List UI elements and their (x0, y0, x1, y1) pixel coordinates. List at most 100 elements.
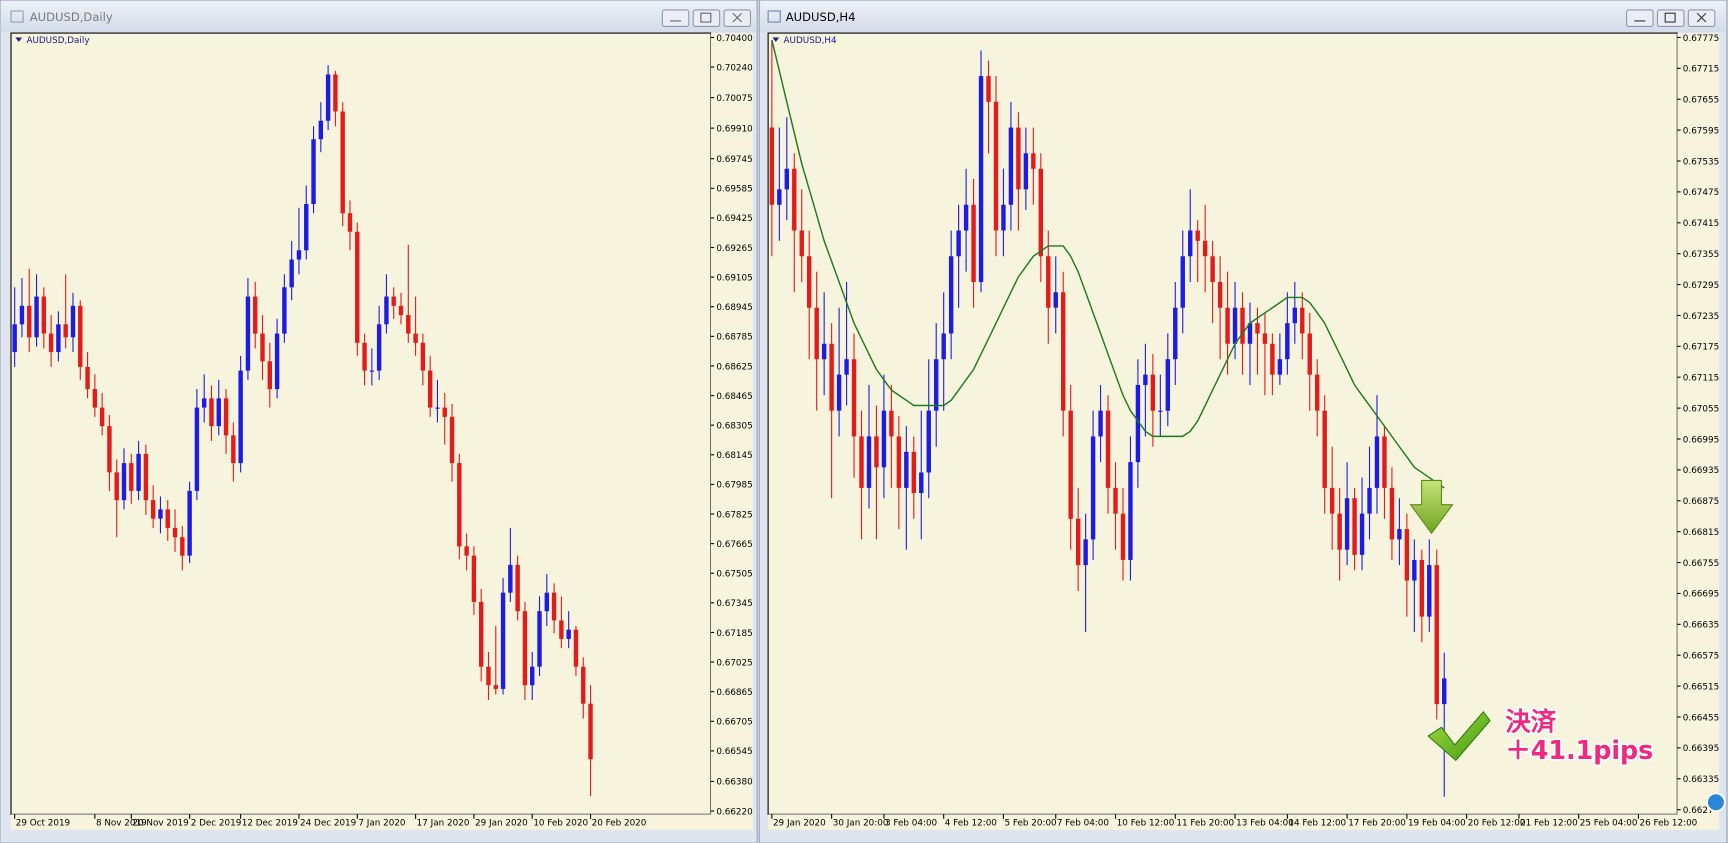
candle-body (1217, 281, 1223, 308)
candle-body (48, 333, 54, 353)
y-tick-label: 0.6627 (1683, 806, 1714, 816)
icon (700, 12, 712, 23)
y-tick-label: 0.66455 (1683, 713, 1719, 723)
candle-body (1195, 230, 1200, 241)
restore-button[interactable] (692, 9, 721, 27)
candle-body (260, 333, 265, 362)
x-tick-label: 21 Feb 12:00 (1520, 818, 1578, 828)
candle-body (544, 592, 550, 612)
y-tick-label: 0.66635 (1683, 621, 1719, 631)
candle-body (986, 76, 991, 102)
y-tick-label: 0.67715 (1683, 65, 1719, 75)
candle-body (114, 472, 119, 501)
y-tick-label: 0.67985 (716, 481, 752, 491)
candle-body (866, 436, 872, 488)
chart: AUDUSD,Daily 0.70400 0.70240 0.70075 0.69910… (10, 32, 753, 830)
candle-body (956, 230, 961, 257)
candle-body (1397, 529, 1402, 540)
x-tick-label: 20 Feb 12:00 (1468, 818, 1526, 828)
candle-body (821, 343, 827, 360)
candle-body (1090, 436, 1096, 540)
candle-body (1315, 374, 1320, 411)
window-buttons[interactable] (1626, 9, 1716, 27)
y-tick-label: 0.66815 (1683, 528, 1719, 538)
y-tick-label: 0.67295 (1683, 281, 1719, 291)
candle-body (1247, 323, 1253, 344)
candle-body (216, 398, 221, 427)
x-tick-label: 7 Feb 04:00 (1057, 818, 1110, 828)
y-tick-label: 0.67235 (1683, 312, 1719, 322)
icon (1664, 12, 1676, 23)
y-tick-label: 0.67595 (1683, 126, 1719, 136)
candle-body (70, 305, 76, 338)
candle-body (449, 416, 455, 464)
candle-body (12, 324, 17, 353)
candle-body (971, 204, 976, 282)
candle-body (926, 410, 931, 473)
tray-icon[interactable] (1706, 792, 1726, 812)
x-tick-label: 5 Feb 20:00 (1005, 818, 1058, 828)
candle-body (1128, 462, 1133, 560)
y-tick-label: 0.66335 (1683, 775, 1719, 785)
candle-body (464, 546, 469, 556)
y-tick-label: 0.66220 (716, 807, 753, 817)
candle-body (1173, 307, 1178, 360)
x-tick-label: 4 Feb 12:00 (945, 818, 998, 828)
restore-button[interactable] (1656, 9, 1685, 27)
x-tick-label: 19 Feb 04:00 (1408, 818, 1466, 828)
candle-body (1359, 513, 1365, 555)
candle-body (471, 555, 477, 602)
window-buttons[interactable] (661, 9, 752, 27)
candle-body (165, 509, 170, 528)
x-tick-label: 26 Feb 12:00 (1640, 818, 1698, 828)
candle-body (1008, 127, 1014, 205)
axis-area (11, 814, 753, 830)
candle-body (1255, 323, 1260, 334)
candle-body (522, 611, 528, 686)
x-tick-label: 20 Feb 2020 (592, 818, 647, 828)
y-tick-label: 0.67505 (716, 570, 752, 580)
candle-body (267, 361, 273, 390)
candle-body (129, 463, 134, 491)
candle-body (859, 436, 864, 488)
candle-body (398, 305, 404, 316)
candle-body (919, 472, 924, 494)
candle-body (296, 250, 302, 260)
candle-body (427, 370, 433, 408)
candle-body (274, 333, 280, 390)
y-tick-label: 0.67055 (1683, 404, 1719, 414)
candle-body (1285, 323, 1290, 360)
candle-body (1307, 333, 1312, 375)
icon (1696, 12, 1707, 23)
candle-body (289, 259, 294, 288)
candle-body (1075, 518, 1081, 566)
candle-body (1210, 256, 1215, 282)
candle-body (588, 703, 593, 760)
candle-body (1061, 292, 1066, 411)
charts: AUDUSD,Daily 0.70400 0.70240 0.70075 0.69910… (10, 32, 1719, 830)
axis-area (710, 33, 753, 815)
window-icon (10, 10, 24, 23)
candle-body (1434, 565, 1439, 705)
candle-body (406, 315, 411, 334)
candle-body (874, 436, 879, 468)
minimize-button[interactable] (1626, 9, 1654, 27)
candle-body (333, 74, 338, 112)
candle-body (1427, 565, 1432, 617)
candle-body (384, 296, 389, 325)
x-tick-label: 29 Jan 2020 (773, 818, 826, 828)
candle-body (792, 168, 797, 231)
annotation-text: ＋41.1pips (1505, 735, 1653, 765)
x-tick-label: 10 Feb 12:00 (1117, 818, 1175, 828)
candle-body (486, 666, 491, 686)
minimize-button[interactable] (661, 9, 690, 27)
x-tick-label: 8 Nov 2019 (96, 818, 147, 828)
annotations: 決済 ＋41.1pips (1409, 479, 1726, 812)
y-tick-label: 0.66395 (1683, 744, 1719, 754)
candle-body (500, 592, 506, 689)
candle-body (311, 139, 316, 205)
candle-body (904, 451, 909, 488)
candle-body (478, 601, 484, 667)
y-tick-label: 0.68625 (716, 362, 752, 372)
